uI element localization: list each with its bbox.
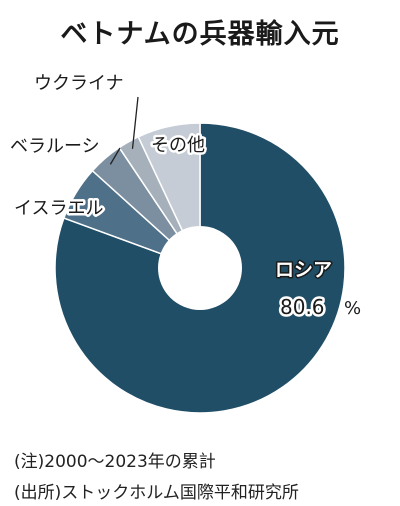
donut-hole: [158, 226, 242, 310]
unit-russia: %: [344, 298, 361, 319]
label-belarus: ベラルーシ: [10, 136, 100, 157]
leader-belarus: [109, 147, 121, 165]
label-israel: イスラエル: [14, 198, 103, 219]
chart-title: ベトナムの兵器輸入元: [60, 19, 340, 50]
value-russia: 80.6: [280, 295, 325, 319]
label-others: その他: [151, 135, 205, 156]
label-ukraine: ウクライナ: [34, 73, 124, 94]
note-period: (注)2000〜2023年の累計: [14, 452, 216, 472]
leader-ukraine: [131, 96, 139, 149]
label-russia: ロシア: [275, 259, 332, 281]
note-source: (出所)ストックホルム国際平和研究所: [14, 483, 299, 503]
